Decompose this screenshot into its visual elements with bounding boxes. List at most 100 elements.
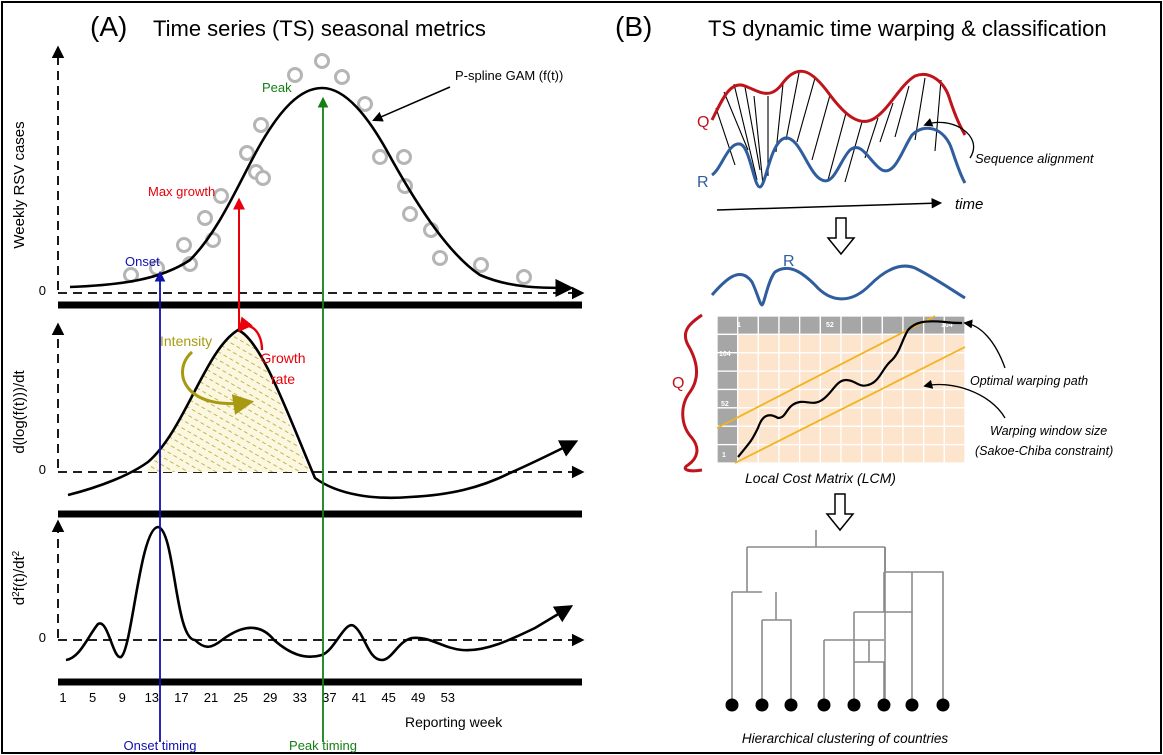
gam-curve-label: P-spline GAM (f(t)) [455, 68, 563, 83]
window-size-label-1: Warping window size [990, 424, 1107, 438]
matrix-cell [861, 352, 883, 372]
matrix-cell [840, 443, 863, 464]
matrix-cell [881, 425, 904, 446]
matrix-cell [757, 333, 780, 354]
panel-a-letter: (A) [90, 11, 127, 42]
reference-series-curve [710, 126, 967, 189]
window-boundary-upper [716, 315, 936, 429]
alignment-lines [715, 72, 942, 186]
country-leaf [877, 698, 891, 712]
matrix-header-cell [716, 425, 739, 446]
matrix-header-cell [881, 315, 904, 336]
r-label-2: R [783, 253, 795, 270]
data-point [314, 53, 330, 69]
matrix-header-cell [840, 315, 863, 336]
matrix-cell [840, 407, 863, 427]
down-arrow-icon [825, 493, 855, 532]
matrix-cell [819, 425, 842, 446]
matrix-cell [943, 370, 966, 391]
data-point [253, 117, 269, 133]
data-point [432, 250, 448, 266]
matrix-cell [923, 388, 945, 409]
matrix-cell [799, 407, 821, 427]
matrix-header-cell [716, 443, 739, 464]
matrix-cell [778, 388, 801, 409]
matrix-cell [799, 443, 821, 464]
x-tick-label: 25 [233, 690, 247, 705]
query-series-curve [710, 69, 967, 136]
data-point [287, 67, 303, 83]
data-point [176, 237, 192, 253]
matrix-cell [737, 352, 759, 372]
matrix-cell [881, 443, 904, 464]
matrix-cell [778, 333, 801, 354]
window-callout [923, 379, 1006, 419]
x-tick-label: 45 [381, 690, 395, 705]
observed-points [123, 53, 532, 285]
data-point [473, 257, 489, 273]
matrix-cell [737, 370, 759, 391]
onset-label: Onset [125, 254, 160, 269]
gam-curve [69, 86, 574, 298]
local-cost-matrix [716, 315, 966, 464]
matrix-cell [757, 352, 780, 372]
x-tick-label: 33 [293, 690, 307, 705]
matrix-row-label: 52 [721, 401, 729, 408]
matrix-header-cell [861, 315, 883, 336]
matrix-cell [840, 333, 863, 354]
matrix-header-cell [716, 315, 739, 336]
intensity-label: Intensity [160, 333, 212, 349]
intensity-arrow [181, 350, 255, 415]
time-axis-arrow [716, 198, 943, 211]
growth-rate-label-1: Growth [260, 350, 305, 366]
matrix-cell [737, 388, 759, 409]
matrix-cell [778, 352, 801, 372]
matrix-axis-labels: 1 52 104 104 52 1 [719, 322, 953, 459]
data-point [197, 210, 213, 226]
query-series-curve-2 [681, 313, 703, 473]
matrix-cell [923, 333, 945, 354]
matrix-cell [861, 370, 883, 391]
x-tick-label: 5 [89, 690, 96, 705]
max-growth-label: Max growth [148, 184, 215, 199]
gam-label-arrow [372, 86, 451, 122]
data-point [357, 96, 373, 112]
window-boundary-lower [734, 346, 966, 464]
data-point [334, 69, 350, 85]
dendrogram-leaves [725, 698, 950, 712]
peak-timing-label: Peak timing [289, 738, 357, 753]
matrix-header-cell [716, 370, 739, 391]
x-tick-labels: 1 5 9 13 17 21 25 29 33 37 41 45 49 53 [59, 690, 455, 705]
country-leaf [784, 698, 798, 712]
x-tick-label: 21 [204, 690, 218, 705]
x-tick-label: 49 [411, 690, 425, 705]
time-label: time [955, 196, 983, 213]
x-tick-label: 1 [59, 690, 66, 705]
clustering-label: Hierarchical clustering of countries [742, 731, 949, 746]
panel-b-title: TS dynamic time warping & classification [708, 16, 1107, 41]
matrix-cell [861, 333, 883, 354]
country-leaf [755, 698, 769, 712]
matrix-row-label: 104 [719, 351, 731, 358]
bot-y-label: d2f(t)/dt2 [11, 550, 29, 605]
data-point [372, 149, 388, 165]
panel-b: (B) TS dynamic time warping & classifica… [615, 11, 1113, 746]
panel-a-title: Time series (TS) seasonal metrics [153, 16, 486, 41]
matrix-cell [799, 352, 821, 372]
top-y-label: Weekly RSV cases [11, 121, 28, 248]
mid-y-label: d(log(f(t)))/dt [11, 369, 28, 453]
country-leaf [817, 698, 831, 712]
matrix-header-cell [757, 315, 780, 336]
down-arrow-icon [826, 217, 856, 256]
matrix-cell [778, 443, 801, 464]
data-point [239, 145, 255, 161]
intensity-area [145, 330, 310, 472]
matrix-cell [923, 370, 945, 391]
top-zero-label: 0 [39, 283, 46, 298]
x-tick-label: 9 [119, 690, 126, 705]
q-label: Q [697, 114, 709, 131]
matrix-cell [757, 443, 780, 464]
dendrogram [731, 530, 944, 700]
